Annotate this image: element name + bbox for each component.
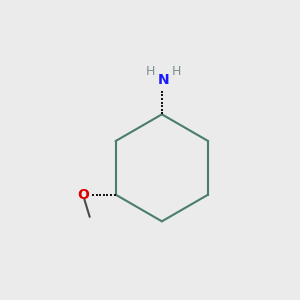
Text: O: O	[77, 188, 89, 202]
Text: H: H	[146, 65, 155, 78]
Text: N: N	[158, 73, 169, 87]
Text: H: H	[172, 65, 181, 78]
